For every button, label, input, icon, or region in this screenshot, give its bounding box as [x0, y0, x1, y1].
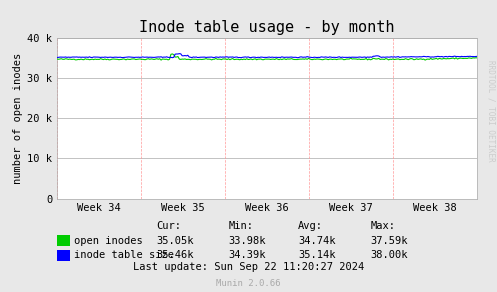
Text: 37.59k: 37.59k — [370, 236, 408, 246]
Text: Cur:: Cur: — [157, 221, 181, 231]
Text: 35.14k: 35.14k — [298, 251, 335, 260]
Text: 33.98k: 33.98k — [229, 236, 266, 246]
Y-axis label: number of open inodes: number of open inodes — [13, 53, 23, 184]
Text: 35.05k: 35.05k — [157, 236, 194, 246]
Text: Munin 2.0.66: Munin 2.0.66 — [216, 279, 281, 288]
Text: RRDTOOL / TOBI OETIKER: RRDTOOL / TOBI OETIKER — [487, 60, 496, 162]
Text: 35.46k: 35.46k — [157, 251, 194, 260]
Text: 34.39k: 34.39k — [229, 251, 266, 260]
Text: open inodes: open inodes — [74, 236, 142, 246]
Text: 34.74k: 34.74k — [298, 236, 335, 246]
Text: inode table size: inode table size — [74, 251, 173, 260]
Title: Inode table usage - by month: Inode table usage - by month — [139, 20, 395, 35]
Text: Min:: Min: — [229, 221, 253, 231]
Text: 38.00k: 38.00k — [370, 251, 408, 260]
Text: Max:: Max: — [370, 221, 395, 231]
Text: Avg:: Avg: — [298, 221, 323, 231]
Text: Last update: Sun Sep 22 11:20:27 2024: Last update: Sun Sep 22 11:20:27 2024 — [133, 262, 364, 272]
